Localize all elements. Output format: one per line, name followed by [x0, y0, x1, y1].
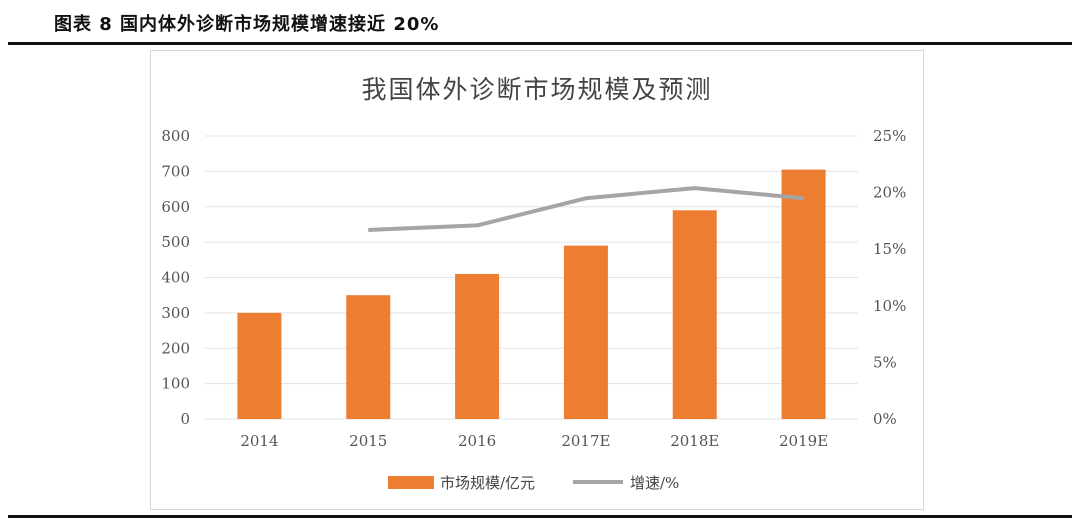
bars — [237, 169, 826, 419]
chart-title: 我国体外诊断市场规模及预测 — [361, 75, 712, 104]
x-axis-ticks: 2014 2015 2016 2017E 2018E 2019E — [240, 432, 828, 450]
figure-caption: 图表 8 国内体外诊断市场规模增速接近 20% — [54, 14, 440, 35]
left-tick-label: 200 — [161, 339, 190, 357]
left-tick-label: 700 — [161, 162, 190, 180]
bar-2019E — [781, 169, 826, 419]
left-tick-label: 500 — [161, 233, 190, 251]
left-tick-label: 400 — [161, 269, 190, 287]
legend: 市场规模/亿元 增速/% — [388, 474, 679, 492]
x-tick-label: 2014 — [240, 432, 278, 450]
left-tick-label: 300 — [161, 304, 190, 322]
right-tick-label: 25% — [873, 127, 906, 145]
right-tick-label: 15% — [873, 240, 906, 258]
x-tick-label: 2015 — [349, 432, 387, 450]
left-axis-ticks: 0 100 200 300 400 500 600 700 800 — [161, 127, 190, 428]
bottom-rule — [8, 515, 1072, 518]
growth-line-layer — [368, 186, 804, 232]
growth-line — [368, 186, 804, 232]
top-rule — [8, 42, 1072, 45]
x-tick-label: 2017E — [561, 432, 610, 450]
legend-label-bar: 市场规模/亿元 — [440, 474, 535, 492]
x-tick-label: 2016 — [458, 432, 496, 450]
left-tick-label: 0 — [180, 410, 190, 428]
right-axis-ticks: 0% 5% 10% 15% 20% 25% — [873, 127, 906, 428]
legend-label-line: 增速/% — [630, 474, 679, 492]
left-tick-label: 100 — [161, 375, 190, 393]
bar-2018E — [672, 210, 717, 419]
x-tick-label: 2018E — [670, 432, 719, 450]
right-tick-label: 10% — [873, 297, 906, 315]
left-tick-label: 800 — [161, 127, 190, 145]
right-tick-label: 20% — [873, 184, 906, 202]
right-tick-label: 0% — [873, 410, 897, 428]
gridlines — [205, 135, 858, 420]
legend-swatch-bar — [388, 476, 434, 489]
right-tick-label: 5% — [873, 353, 897, 371]
left-tick-label: 600 — [161, 198, 190, 216]
bar-2014 — [237, 312, 282, 419]
bar-2017E — [563, 245, 608, 419]
bar-2016 — [455, 273, 500, 419]
bar-2015 — [346, 295, 391, 419]
x-tick-label: 2019E — [779, 432, 828, 450]
